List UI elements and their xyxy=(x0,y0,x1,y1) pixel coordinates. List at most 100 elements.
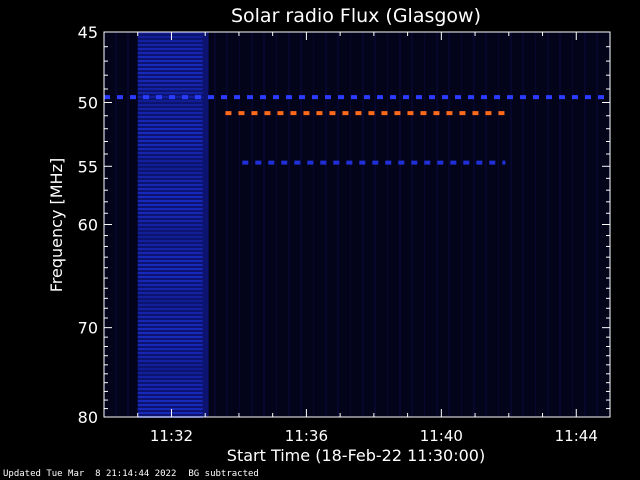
emission-stripe xyxy=(137,368,203,370)
background-streak xyxy=(584,32,585,417)
emission-stripe xyxy=(137,60,203,62)
background-streak xyxy=(289,32,290,417)
background-streak xyxy=(337,32,338,417)
emission-stripe xyxy=(137,256,203,258)
emission-stripe xyxy=(137,264,203,266)
emission-stripe xyxy=(137,272,203,274)
background-streak xyxy=(560,32,561,417)
background-streak xyxy=(535,32,536,417)
emission-stripe xyxy=(137,380,203,382)
background-streak xyxy=(374,32,375,417)
emission-stripe xyxy=(137,176,203,178)
emission-stripe xyxy=(137,356,203,358)
x-tick-label: 11:44 xyxy=(555,427,598,445)
emission-stripe xyxy=(137,196,203,198)
emission-stripe xyxy=(137,36,203,38)
emission-stripe xyxy=(137,404,203,406)
background-streak xyxy=(127,32,128,417)
background-streak xyxy=(251,32,252,417)
broadband-texture xyxy=(137,32,203,418)
background-streak xyxy=(461,32,462,417)
emission-stripe xyxy=(137,232,203,234)
background-streak xyxy=(523,32,524,417)
emission-stripe xyxy=(137,56,203,58)
emission-stripe xyxy=(137,160,203,162)
axes: 11:32 11:36 11:40 11:44 45 50 55 60 70 80 xyxy=(78,23,611,445)
emission-stripe xyxy=(137,392,203,394)
emission-stripe xyxy=(137,92,203,94)
background-streak xyxy=(473,32,474,417)
emission-stripe xyxy=(137,280,203,282)
emission-stripe xyxy=(137,252,203,254)
emission-stripe xyxy=(137,292,203,294)
emission-stripe xyxy=(137,388,203,390)
background-streak xyxy=(325,32,326,417)
emission-stripe xyxy=(137,332,203,334)
emission-stripe xyxy=(137,156,203,158)
emission-stripe xyxy=(137,412,203,414)
background-streak xyxy=(226,32,227,417)
emission-stripe xyxy=(137,124,203,126)
emission-stripe xyxy=(137,260,203,262)
emission-stripe xyxy=(137,408,203,410)
emission-stripe xyxy=(137,212,203,214)
emission-stripe xyxy=(137,276,203,278)
background-streak xyxy=(596,32,597,417)
background-streak xyxy=(572,32,573,417)
background-streak xyxy=(559,32,560,417)
background-streak xyxy=(128,32,129,417)
emission-stripe xyxy=(137,220,203,222)
background-streak xyxy=(115,32,116,417)
background-streak xyxy=(313,32,314,417)
emission-stripe xyxy=(137,100,203,102)
emission-stripe xyxy=(137,320,203,322)
emission-stripe xyxy=(137,240,203,242)
emission-stripe xyxy=(137,324,203,326)
background-streak xyxy=(288,32,289,417)
background-streak xyxy=(375,32,376,417)
y-tick-label: 50 xyxy=(78,94,98,113)
emission-stripe xyxy=(137,132,203,134)
emission-stripe xyxy=(137,296,203,298)
background-streak xyxy=(547,32,548,417)
emission-stripe xyxy=(137,316,203,318)
emission-stripe xyxy=(137,208,203,210)
emission-stripe xyxy=(137,76,203,78)
background-streak xyxy=(338,32,339,417)
emission-stripe xyxy=(137,336,203,338)
x-axis-label: Start Time (18-Feb-22 11:30:00) xyxy=(227,446,485,465)
emission-stripe xyxy=(137,284,203,286)
chart-title: Solar radio Flux (Glasgow) xyxy=(231,5,481,27)
emission-stripe xyxy=(137,236,203,238)
background-streak xyxy=(510,32,511,417)
y-tick-label: 80 xyxy=(78,408,98,427)
background-streak xyxy=(239,32,240,417)
background-streak xyxy=(326,32,327,417)
emission-stripe xyxy=(137,400,203,402)
background-streak xyxy=(437,32,438,417)
emission-stripe xyxy=(137,164,203,166)
emission-stripe xyxy=(137,188,203,190)
emission-stripe xyxy=(137,184,203,186)
emission-stripe xyxy=(137,68,203,70)
emission-stripe xyxy=(137,248,203,250)
emission-stripe xyxy=(137,376,203,378)
y-tick-label: 45 xyxy=(78,23,98,42)
background-streak xyxy=(214,32,215,417)
emission-stripe xyxy=(137,360,203,362)
emission-stripe xyxy=(137,40,203,42)
y-axis-label: Frequency [MHz] xyxy=(47,158,66,292)
y-tick-label: 60 xyxy=(78,216,98,235)
background-streak xyxy=(399,32,400,417)
emission-stripe xyxy=(137,80,203,82)
background-streak xyxy=(215,32,216,417)
footer: Updated Tue Mar 8 21:14:44 2022 BG subtra… xyxy=(3,469,271,479)
background-streak xyxy=(485,32,486,417)
emission-stripe xyxy=(137,304,203,306)
x-tick-label: 11:32 xyxy=(150,427,193,445)
emission-stripe xyxy=(137,52,203,54)
background-streak xyxy=(301,32,302,417)
background-streak xyxy=(449,32,450,417)
background-streak xyxy=(264,32,265,417)
emission-stripe xyxy=(137,204,203,206)
